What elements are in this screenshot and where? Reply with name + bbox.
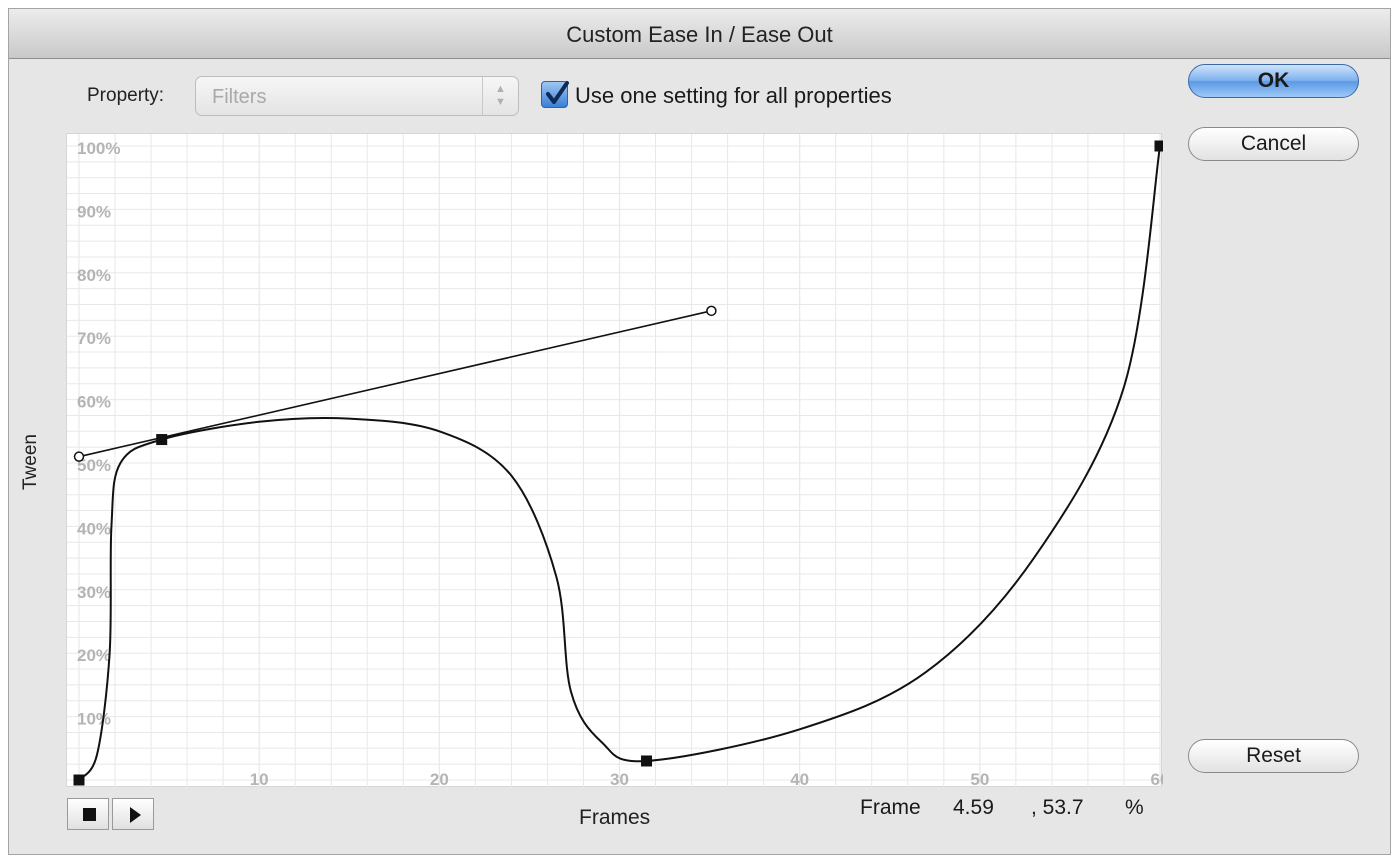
tangent-handle-point[interactable] bbox=[706, 305, 717, 317]
frame-readout-x: 4.59 bbox=[953, 796, 994, 819]
ease-curve[interactable] bbox=[78, 145, 1161, 781]
tangent-handle-point[interactable] bbox=[73, 451, 85, 462]
frame-readout-y: , 53.7 bbox=[1031, 796, 1084, 819]
y-tick-label: 90% bbox=[77, 202, 111, 221]
title-bar[interactable]: Custom Ease In / Ease Out bbox=[9, 9, 1390, 59]
use-one-setting-label: Use one setting for all properties bbox=[575, 83, 892, 108]
anchor-point[interactable] bbox=[156, 434, 168, 446]
y-tick-label: 20% bbox=[77, 646, 111, 665]
x-tick-label: 60 bbox=[1151, 770, 1163, 788]
y-tick-label: 40% bbox=[77, 519, 111, 538]
y-tick-label: 30% bbox=[77, 583, 111, 602]
tangent-handle-line[interactable] bbox=[78, 310, 712, 458]
y-tick-label: 70% bbox=[77, 329, 111, 348]
window-title: Custom Ease In / Ease Out bbox=[566, 22, 833, 47]
y-tick-label: 60% bbox=[77, 393, 111, 412]
anchor-point[interactable] bbox=[641, 755, 653, 767]
y-tick-label: 10% bbox=[77, 710, 111, 729]
stop-square-icon bbox=[83, 808, 96, 821]
anchor-point[interactable] bbox=[73, 774, 85, 786]
y-tick-label: 50% bbox=[77, 456, 111, 475]
reset-button[interactable]: Reset bbox=[1188, 739, 1359, 773]
stop-button[interactable] bbox=[67, 798, 109, 830]
use-one-setting-checkbox[interactable] bbox=[541, 81, 569, 108]
ease-graph-area[interactable]: 100% 90% 80% 70% 60% 50% 40% 30% 20% 10% 10 20 30 40 5… bbox=[66, 133, 1169, 789]
checkmark-icon bbox=[546, 81, 569, 104]
frame-readout-label: Frame bbox=[860, 796, 921, 819]
cancel-button[interactable]: Cancel bbox=[1188, 127, 1359, 161]
ok-button[interactable]: OK bbox=[1188, 64, 1359, 98]
tween-axis-label: Tween bbox=[20, 434, 41, 490]
anchor-point[interactable] bbox=[1154, 140, 1166, 152]
property-label: Property: bbox=[87, 85, 165, 106]
x-tick-label: 30 bbox=[610, 770, 629, 788]
ease-curve-graph[interactable]: 100% 90% 80% 70% 60% 50% 40% 30% 20% 10% 10 20 30 40 5… bbox=[67, 134, 1169, 789]
x-tick-label: 40 bbox=[790, 770, 809, 788]
play-triangle-icon bbox=[130, 807, 141, 823]
property-select[interactable]: Filters ▲ ▼ bbox=[195, 76, 519, 116]
frame-readout-unit: % bbox=[1125, 796, 1144, 819]
x-tick-label: 50 bbox=[970, 770, 989, 788]
property-select-value: Filters bbox=[212, 86, 267, 108]
x-tick-label: 20 bbox=[430, 770, 449, 788]
x-tick-label: 10 bbox=[250, 770, 269, 788]
play-button[interactable] bbox=[112, 798, 154, 830]
select-arrows-icon: ▲ ▼ bbox=[482, 77, 518, 115]
y-tick-label: 80% bbox=[77, 266, 111, 285]
frames-axis-label: Frames bbox=[579, 806, 651, 829]
y-tick-label: 100% bbox=[77, 139, 120, 158]
